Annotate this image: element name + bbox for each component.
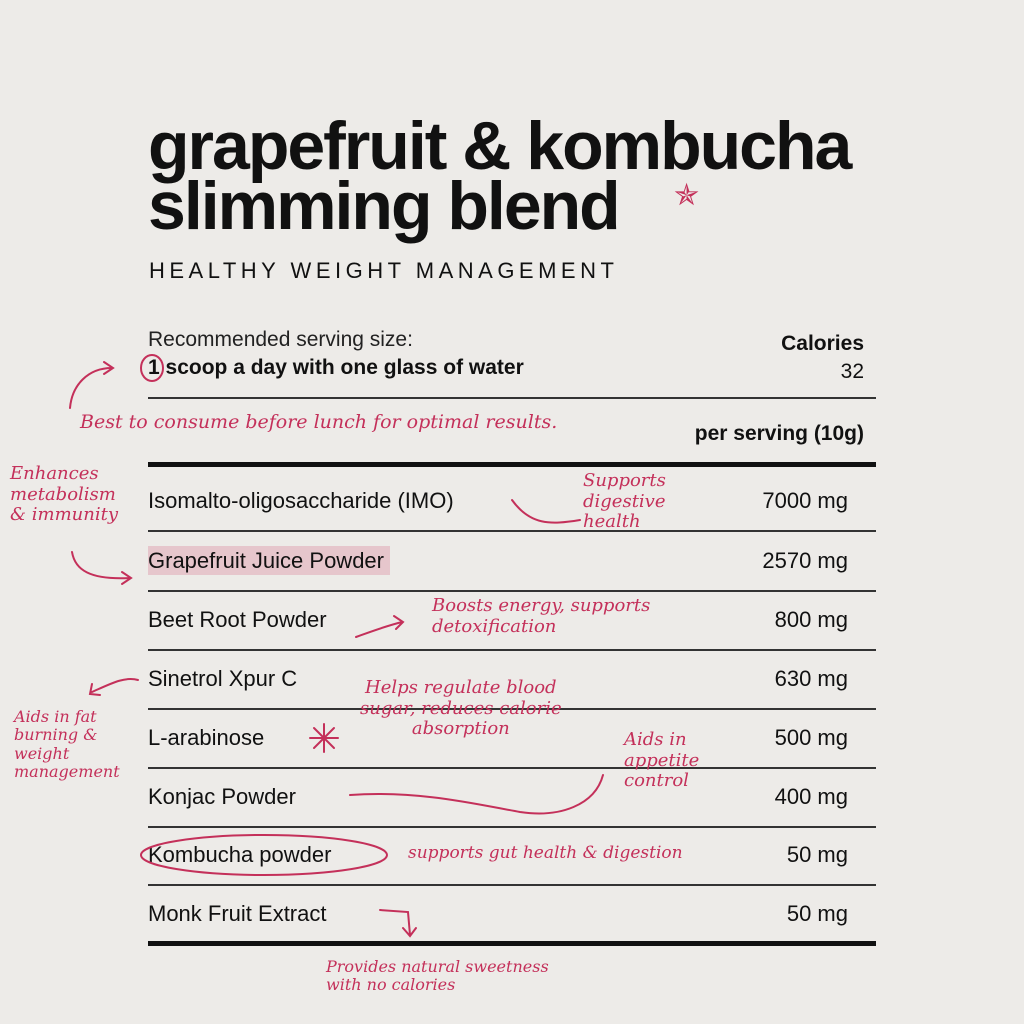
arrow-icon	[88, 678, 139, 696]
note-digestive: Supports digestive health	[583, 470, 666, 533]
ingredient-name: Grapefruit Juice Powder	[148, 546, 390, 575]
ingredient-name-text: Isomalto-oligosaccharide (IMO)	[148, 488, 454, 513]
row-divider	[148, 884, 876, 886]
row-divider	[148, 649, 876, 651]
ingredient-amount: 7000 mg	[762, 488, 848, 513]
ingredient-name: Kombucha powder	[148, 842, 331, 868]
ingredient-name-text: Sinetrol Xpur C	[148, 666, 298, 691]
ingredient-name-text: Kombucha powder	[148, 842, 332, 867]
ingredient-amount: 500 mg	[774, 725, 848, 750]
calories-label: Calories	[781, 332, 864, 355]
subtitle: HEALTHY WEIGHT MANAGEMENT	[149, 258, 619, 283]
divider-thick	[148, 462, 876, 467]
ingredient-name-text: Monk Fruit Extract	[148, 901, 327, 926]
row-divider	[148, 590, 876, 592]
ingredient-name-text: Beet Root Powder	[148, 607, 327, 632]
ingredient-name: Konjac Powder	[148, 784, 296, 810]
ingredient-amount: 400 mg	[774, 784, 848, 809]
ingredient-name-text: Konjac Powder	[148, 784, 296, 809]
ingredient-name: L-arabinose	[148, 725, 264, 751]
curve-line	[511, 499, 581, 524]
title-line-2: slimming blend	[148, 168, 621, 244]
row-divider	[148, 708, 876, 710]
ingredient-amount: 2570 mg	[762, 548, 848, 573]
ingredient-name: Beet Root Powder	[148, 607, 327, 633]
arrow-icon	[71, 551, 133, 585]
note-sweet: Provides natural sweetness with no calor…	[326, 957, 549, 995]
note-energy: Boosts energy, supports detoxification	[432, 595, 651, 637]
arrow-icon	[69, 361, 115, 409]
star-icon: ✯	[674, 179, 700, 212]
note-lunch: Best to consume before lunch for optimal…	[80, 411, 558, 433]
arrow-icon	[355, 615, 405, 638]
ingredient-name-text: Grapefruit Juice Powder	[148, 546, 390, 575]
row-divider	[148, 826, 876, 828]
title-line-1: grapefruit & kombucha	[148, 108, 852, 184]
ingredient-name: Sinetrol Xpur C	[148, 666, 297, 692]
serving-label: Recommended serving size:	[148, 328, 413, 351]
note-metabolism: Enhances metabolism & immunity	[10, 463, 118, 526]
row-divider	[148, 530, 876, 532]
note-fat: Aids in fat burning & weight management	[14, 707, 120, 782]
arrow-icon	[379, 909, 417, 938]
serving-value: 1 scoop a day with one glass of water	[148, 356, 524, 379]
curve-line	[349, 774, 604, 815]
circle-mark	[140, 834, 388, 876]
ingredient-amount: 50 mg	[786, 901, 848, 926]
ingredient-amount: 50 mg	[786, 842, 848, 867]
circle-mark	[140, 354, 164, 382]
ingredient-name: Isomalto-oligosaccharide (IMO)	[148, 488, 454, 514]
row-divider	[148, 767, 876, 769]
per-serving: per serving (10g)	[694, 422, 864, 445]
ingredient-name-text: L-arabinose	[148, 725, 265, 750]
divider	[148, 397, 876, 399]
ingredient-amount: 800 mg	[774, 607, 848, 632]
ingredient-name: Monk Fruit Extract	[148, 901, 326, 927]
note-appetite: Aids in appetite control	[624, 729, 700, 792]
note-gut: supports gut health & digestion	[408, 843, 683, 863]
calories-value: 32	[840, 360, 864, 383]
asterisk-icon	[309, 723, 339, 753]
note-blood: Helps regulate blood sugar, reduces calo…	[360, 677, 562, 740]
divider-bottom	[148, 941, 876, 946]
ingredient-amount: 630 mg	[774, 666, 848, 691]
